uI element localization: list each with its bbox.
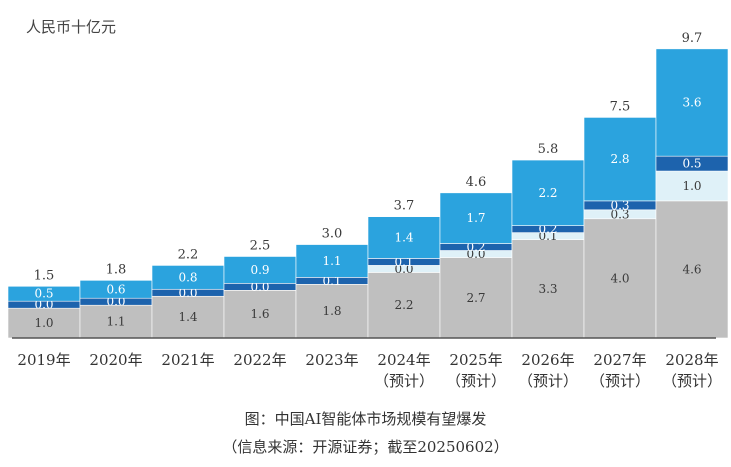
- data-label: 0.5: [682, 157, 701, 171]
- bar-segment-gray_segment: [439, 257, 513, 339]
- bars-group: 1.00.00.51.51.10.00.61.81.40.00.82.21.60…: [7, 31, 729, 339]
- total-label: 4.6: [466, 175, 487, 190]
- x-tick-sublabel: （预计）: [590, 372, 650, 390]
- x-tick-label: 2019年: [17, 351, 70, 369]
- data-label: 1.7: [466, 211, 485, 225]
- bar-segment-light_blue_segment: [439, 192, 513, 244]
- total-label: 3.0: [322, 227, 343, 242]
- bar-segment-gray_segment: [583, 218, 657, 339]
- total-label: 2.5: [250, 238, 271, 253]
- x-tick-labels: 2019年 2020年 2021年 2022年 2023年 2024年 （预计） 2025年 （…: [17, 351, 722, 390]
- bar-segment-light_blue_segment: [655, 48, 729, 157]
- bar-segment-gray_segment: [7, 307, 81, 339]
- figure-source: （信息来源：开源证券；截至20250602）: [222, 438, 509, 456]
- data-label: 0.8: [178, 270, 197, 284]
- bar-segment-light_blue_segment: [583, 117, 657, 202]
- x-tick-label: 2020年: [89, 351, 142, 369]
- x-tick-label: 2023年: [305, 351, 358, 369]
- x-tick-label: 2025年: [449, 351, 502, 369]
- bar-segment-gray_segment: [295, 284, 369, 339]
- data-label: 0.3: [610, 198, 629, 212]
- x-tick-sublabel: （预计）: [446, 372, 506, 390]
- x-tick-label: 2021年: [161, 351, 214, 369]
- data-label: 3.3: [538, 282, 557, 296]
- x-tick-label: 2027年: [593, 351, 646, 369]
- total-label: 5.8: [538, 142, 559, 157]
- x-tick-label: 2022年: [233, 351, 286, 369]
- bar-segment-light_blue_segment: [295, 244, 369, 278]
- chart: 人民币十亿元 1.0 0.0 0.5 1.5 1.1 0.0 0.6 1.8 1.4 0.0 0.8…: [7, 18, 729, 390]
- data-label: 0.3: [610, 207, 629, 221]
- bar-segment-gray_segment: [511, 239, 585, 339]
- stacked-bar-chart: 人民币十亿元 1.00.00.51.51.10.00.61.81.40.00.8…: [7, 18, 729, 390]
- data-label: 0.5: [34, 287, 53, 301]
- total-label: 9.7: [682, 31, 703, 46]
- bar-segment-gray_segment: [223, 290, 297, 339]
- total-label: 2.2: [178, 247, 199, 262]
- bar-segment-pale_segment: [655, 170, 729, 202]
- total-label: 3.7: [394, 199, 415, 214]
- data-label: 0.9: [250, 263, 269, 277]
- bar-segment-gray_segment: [79, 304, 153, 339]
- data-label: 1.4: [178, 310, 197, 324]
- data-label: 4.0: [610, 271, 629, 285]
- data-label: 1.4: [394, 231, 413, 245]
- data-label: 4.6: [682, 262, 701, 276]
- data-label: 2.8: [610, 152, 629, 166]
- bar-segment-light_blue_segment: [223, 256, 297, 284]
- data-label: 1.1: [106, 315, 125, 329]
- bar-segment-gray_segment: [151, 295, 225, 339]
- data-label: 2.2: [538, 186, 557, 200]
- data-label: 2.7: [466, 291, 485, 305]
- total-label: 1.5: [34, 268, 55, 283]
- x-tick-sublabel: （预计）: [518, 372, 578, 390]
- data-label: 1.0: [34, 316, 53, 330]
- data-label: 1.0: [682, 179, 701, 193]
- bar-segment-gray_segment: [655, 200, 729, 339]
- x-tick-label: 2028年: [665, 351, 718, 369]
- bar-segment-light_blue_segment: [367, 216, 441, 259]
- total-label: 7.5: [610, 99, 631, 114]
- x-tick-label: 2024年: [377, 351, 430, 369]
- bar-segment-light_blue_segment: [511, 159, 585, 226]
- x-tick-sublabel: （预计）: [374, 372, 434, 390]
- data-label: 1.1: [322, 254, 341, 268]
- unit-label: 人民币十亿元: [26, 18, 116, 36]
- data-label: 1.6: [250, 307, 269, 321]
- data-label: 3.6: [682, 96, 701, 110]
- data-label: 1.8: [322, 304, 341, 318]
- total-label: 1.8: [106, 262, 127, 277]
- data-label: 0.6: [106, 282, 125, 296]
- x-tick-label: 2026年: [521, 351, 574, 369]
- x-tick-sublabel: （预计）: [662, 372, 722, 390]
- figure-caption: 图：中国AI智能体市场规模有望爆发: [244, 410, 487, 428]
- data-label: 2.2: [394, 298, 413, 312]
